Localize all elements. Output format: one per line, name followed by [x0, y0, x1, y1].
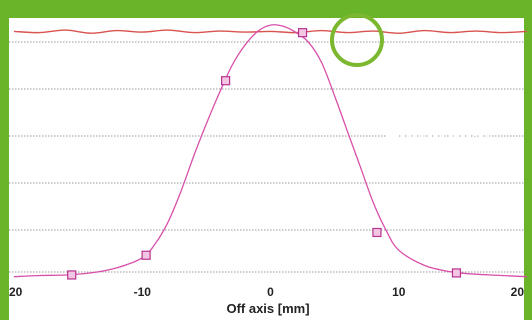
annotation-stealth-main: Stealth [384, 96, 459, 121]
annotation-signal: Signal [384, 152, 451, 177]
x-tick-label: 20 [511, 285, 525, 299]
x-tick-label: 20 [9, 285, 23, 299]
data-point-marker [297, 28, 308, 38]
data-point-marker [372, 227, 382, 238]
data-point-marker [67, 270, 77, 280]
markers [67, 28, 462, 280]
annotation-chamber-superscript: Chamber [459, 96, 514, 110]
data-point-marker [451, 268, 462, 278]
x-tick-label: 0 [267, 285, 274, 299]
reference-signal-line [13, 29, 528, 34]
annotation-reference: Reference [384, 124, 491, 149]
data-point-marker [221, 76, 231, 86]
annotation-stealth: StealthChamber [384, 96, 513, 122]
highlight-circle [330, 13, 384, 67]
gridlines [9, 41, 524, 273]
data-point-marker [141, 250, 151, 260]
x-tick-labels: 20 -10 0 10 20 [9, 285, 524, 299]
x-tick-label: -10 [134, 285, 152, 299]
x-axis-label: Off axis [mm] [226, 301, 309, 316]
x-tick-label: 10 [392, 285, 406, 299]
